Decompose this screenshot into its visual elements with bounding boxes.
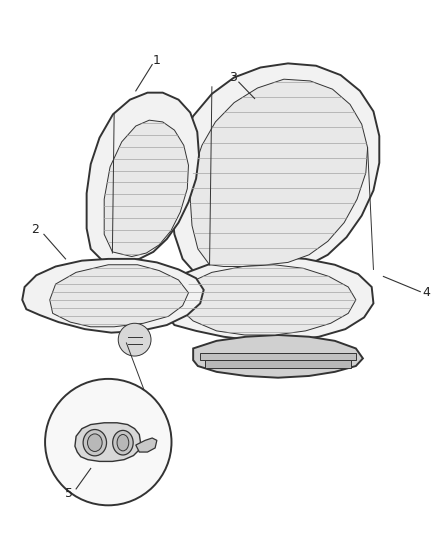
Text: 5: 5 (65, 487, 73, 499)
Polygon shape (75, 423, 140, 462)
Polygon shape (86, 93, 198, 262)
Text: 1: 1 (152, 54, 160, 67)
Polygon shape (49, 265, 188, 327)
Polygon shape (22, 259, 203, 333)
Polygon shape (180, 265, 355, 335)
Text: 3: 3 (229, 71, 237, 84)
Polygon shape (162, 256, 373, 341)
Circle shape (45, 379, 171, 505)
Ellipse shape (83, 430, 106, 456)
Polygon shape (170, 63, 378, 275)
Ellipse shape (113, 430, 133, 455)
Polygon shape (104, 120, 188, 256)
Polygon shape (205, 360, 350, 368)
Text: 4: 4 (421, 286, 429, 300)
Ellipse shape (117, 434, 128, 451)
Polygon shape (200, 352, 355, 360)
Ellipse shape (87, 434, 102, 451)
Polygon shape (135, 438, 156, 452)
Polygon shape (193, 335, 362, 378)
Circle shape (118, 324, 151, 356)
Text: 2: 2 (31, 223, 39, 236)
Polygon shape (190, 79, 367, 266)
